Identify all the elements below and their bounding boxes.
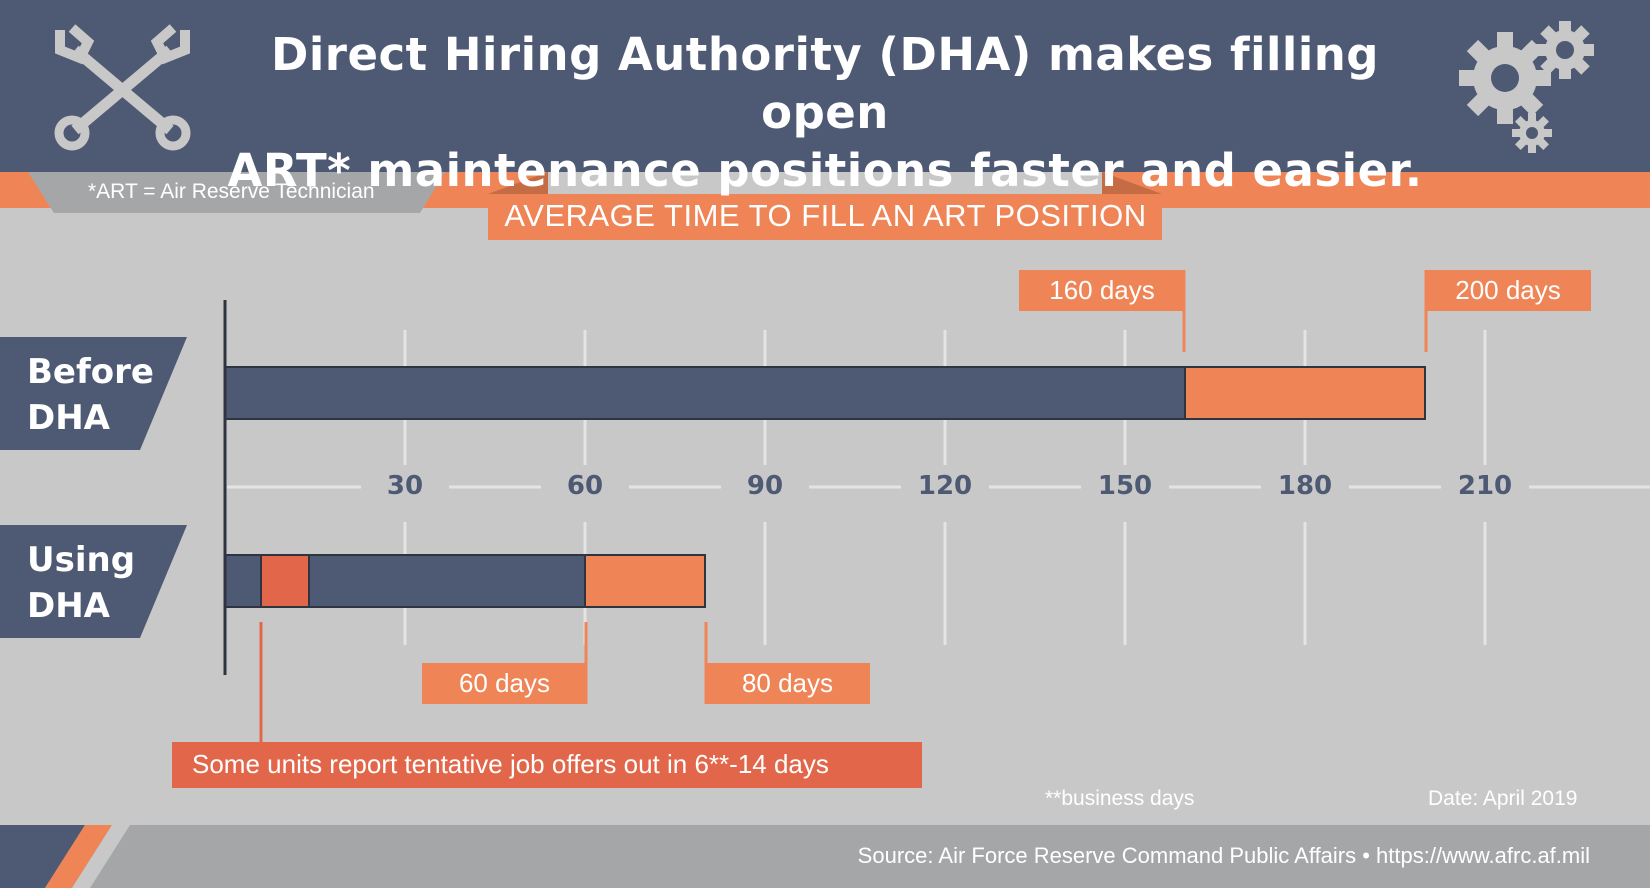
using-dha-label-line2: DHA (27, 586, 110, 626)
date-label: Date: April 2019 (1428, 787, 1578, 810)
chart-bars (224, 366, 1426, 608)
x-tick-210: 210 (1457, 471, 1513, 501)
x-tick-60: 60 (566, 471, 604, 501)
wrench-cross-icon (54, 24, 191, 151)
before-dha-label-line2: DHA (27, 398, 110, 438)
art-footnote: *ART = Air Reserve Technician (88, 180, 375, 203)
callout-200-days: 200 days (1455, 275, 1561, 305)
page-title: Direct Hiring Authority (DHA) makes fill… (200, 26, 1450, 200)
bar-using-dha-segment-3 (584, 554, 706, 608)
ribbon-fold-left (488, 172, 548, 194)
section-title: AVERAGE TIME TO FILL AN ART POSITION (504, 198, 1147, 233)
bar-using-dha-segment-2 (308, 554, 586, 608)
x-tick-120: 120 (917, 471, 973, 501)
footer-band (0, 825, 1650, 888)
x-tick-150: 150 (1097, 471, 1153, 501)
before-dha-label-tab (0, 337, 187, 450)
art-footnote-tab (28, 172, 445, 213)
x-tick-180: 180 (1277, 471, 1333, 501)
using-dha-label: Using DHA (27, 537, 135, 629)
callout-80-days: 80 days (741, 668, 834, 698)
x-tick-30: 30 (386, 471, 424, 501)
bar-before-dha-segment-1 (1184, 366, 1426, 420)
bar-using-dha-segment-1 (260, 554, 310, 608)
business-days-note: **business days (1045, 787, 1195, 810)
header-band (0, 0, 1650, 172)
job-offers-note: Some units report tentative job offers o… (192, 749, 829, 779)
ribbon-fold-right (1102, 172, 1162, 194)
gears-icon (1459, 21, 1594, 153)
footer-orange-stripe (45, 825, 112, 888)
bar-before-dha-segment-0 (224, 366, 1186, 420)
callout-160-days: 160 days (1049, 275, 1155, 305)
bar-using-dha-segment-0 (224, 554, 262, 608)
x-tick-90: 90 (746, 471, 784, 501)
source-credit: Source: Air Force Reserve Command Public… (857, 843, 1590, 868)
callout-160-box (1019, 270, 1185, 311)
before-dha-label-line1: Before (27, 352, 154, 392)
footer-gray-stripe (72, 825, 130, 888)
title-line-2: ART* maintenance positions faster and ea… (227, 144, 1423, 197)
callout-80-box (705, 663, 870, 704)
footer-navy-stripe (0, 825, 85, 888)
using-dha-label-tab (0, 525, 187, 638)
using-dha-label-line1: Using (27, 540, 136, 580)
callout-60-days: 60 days (458, 668, 551, 698)
section-title-box (488, 194, 1162, 240)
callout-60-box (422, 663, 587, 704)
ribbon-gap (548, 172, 1102, 194)
callout-offers-box (172, 742, 922, 788)
callout-200-box (1425, 270, 1591, 311)
before-dha-label: Before DHA (27, 349, 154, 441)
title-line-1: Direct Hiring Authority (DHA) makes fill… (270, 28, 1380, 139)
